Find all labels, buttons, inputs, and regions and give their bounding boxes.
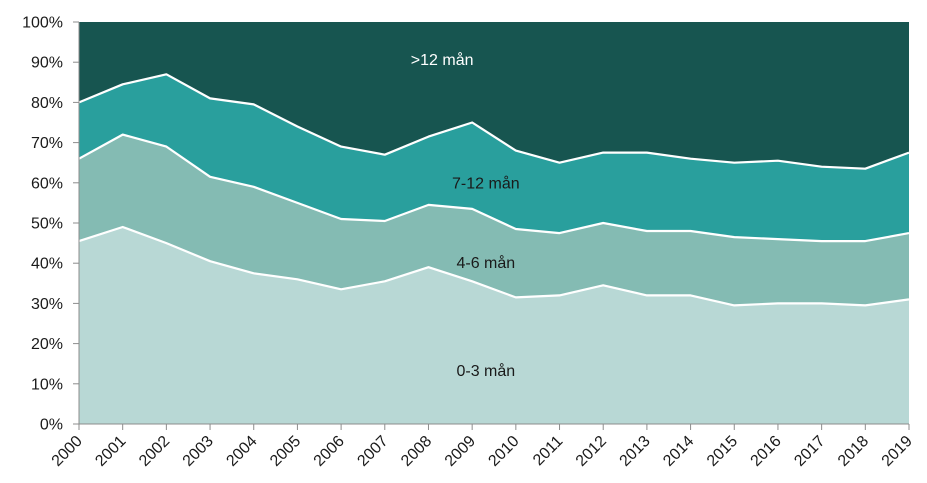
boundary-line-1 [78,225,910,307]
y-tick-label: 50% [31,216,63,233]
x-tick-label: 2001 [92,433,129,470]
x-tick-label: 2003 [180,433,217,470]
y-tick-label: 100% [22,15,63,32]
x-tick-label: 2007 [354,433,391,470]
series-label: 7-12 mån [452,175,520,193]
area-0-3-m-n [79,227,909,424]
series-label: 4-6 mån [456,254,515,272]
series-label: 0-3 mån [456,362,515,380]
area-12-m-n [79,22,909,169]
y-axis: 0% 10% 20% 30% 40% 50% 60% 70% 80% 90% 100% [22,15,80,434]
y-tick-label: 60% [31,175,63,192]
y-tick-label: 40% [31,256,63,273]
y-tick-label: 20% [31,336,63,353]
series-labels: 0-3 mån 4-6 mån 7-12 mån >12 mån [411,51,520,380]
x-tick-label: 2019 [879,433,916,470]
x-axis: 2000 2001 2002 2003 2004 2005 2006 2007 2008 2009… [49,423,916,470]
x-tick-label: 2005 [267,433,304,470]
x-tick-label: 2014 [660,433,697,470]
y-tick-label: 70% [31,135,63,152]
y-tick-label: 30% [31,296,63,313]
x-tick-label: 2017 [791,433,828,470]
x-tick-label: 2011 [530,433,566,469]
x-tick-label: 2018 [835,433,872,470]
x-tick-label: 2009 [442,433,479,470]
area-7-12-m-n [79,74,909,242]
x-tick-label: 2002 [136,433,173,470]
x-tick-label: 2013 [617,433,654,470]
boundary-line-2 [78,133,910,243]
x-tick-label: 2012 [573,433,610,470]
area-layers [78,22,910,424]
boundary-line-3 [78,73,910,170]
y-tick-label: 10% [31,376,63,393]
x-tick-label: 2004 [223,433,260,470]
y-tick-label: 90% [31,55,63,72]
x-tick-label: 2015 [704,433,741,470]
x-tick-label: 2010 [485,433,522,470]
x-tick-label: 2000 [49,433,86,470]
y-tick-label: 0% [40,417,63,434]
series-label: >12 mån [411,51,474,69]
y-tick-label: 80% [31,95,63,112]
x-tick-label: 2008 [398,433,435,470]
x-tick-label: 2006 [311,433,348,470]
x-tick-label: 2016 [748,433,785,470]
